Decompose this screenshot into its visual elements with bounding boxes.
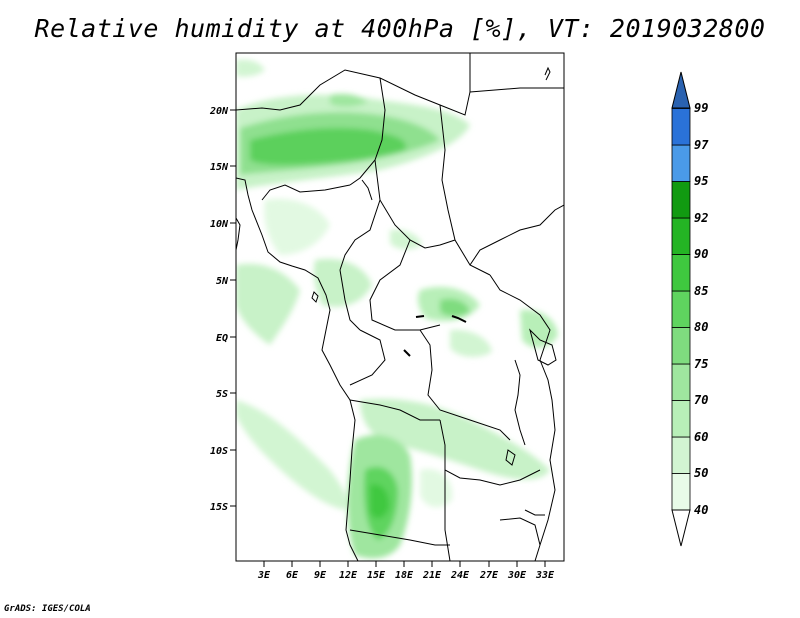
- colorbar-cell: [671, 327, 691, 365]
- grads-credit: GrADS: IGES/COLA: [4, 604, 91, 614]
- colorbar-label: 99: [694, 101, 708, 115]
- lat-label: 5N: [216, 276, 229, 287]
- colorbar-label: 92: [694, 211, 708, 225]
- lon-label: 6E: [286, 570, 299, 581]
- lon-label: 33E: [535, 570, 555, 581]
- colorbar-label: 40: [694, 503, 708, 517]
- colorbar-label: 85: [694, 284, 708, 298]
- map-title: Relative humidity at 400hPa [%], VT: 201…: [34, 14, 766, 43]
- colorbar-label: 50: [694, 466, 708, 480]
- lon-label: 18E: [395, 570, 414, 581]
- colorbar-label: 70: [694, 393, 708, 407]
- lat-label: 15N: [210, 162, 229, 173]
- colorbar-bottom-arrow: [671, 509, 691, 547]
- lat-label: 5S: [216, 389, 228, 400]
- lon-label: 27E: [479, 570, 499, 581]
- colorbar-cell: [671, 290, 691, 328]
- colorbar-cell: [671, 217, 691, 255]
- colorbar-label: 90: [694, 247, 708, 261]
- colorbar-cell: [671, 254, 691, 292]
- latitude-labels: 20N 15N 10N 5N EQ 5S 10S 15S: [209, 106, 229, 513]
- lon-label: 21E: [422, 570, 442, 581]
- lon-label: 12E: [339, 570, 358, 581]
- tick-marks: [230, 109, 546, 567]
- colorbar-cell: [671, 473, 691, 511]
- lat-label: 20N: [209, 106, 229, 117]
- colorbar: 40 50 60 70 75 80 85 90 92 95 97 99: [671, 71, 709, 547]
- lat-label: 10N: [210, 219, 229, 230]
- lon-label: 24E: [450, 570, 470, 581]
- colorbar-cell: [671, 108, 691, 146]
- lat-label: 15S: [210, 502, 228, 513]
- plot-frame: [235, 52, 565, 562]
- colorbar-label: 95: [694, 174, 708, 188]
- humidity-shading: [236, 59, 558, 559]
- longitude-labels: 3E 6E 9E 12E 15E 18E 21E 24E 27E 30E 33E: [257, 570, 555, 581]
- lon-label: 30E: [507, 570, 527, 581]
- colorbar-label: 80: [694, 320, 708, 334]
- colorbar-cell: [671, 436, 691, 474]
- colorbar-label: 97: [694, 138, 709, 152]
- colorbar-cell: [671, 363, 691, 401]
- colorbar-label: 75: [694, 357, 708, 371]
- colorbar-top-arrow: [671, 71, 691, 109]
- lon-label: 3E: [257, 570, 271, 581]
- lon-label: 15E: [367, 570, 386, 581]
- lat-label: 10S: [210, 446, 228, 457]
- colorbar-cell: [671, 181, 691, 219]
- colorbar-label: 60: [694, 430, 708, 444]
- lat-label: EQ: [216, 333, 228, 344]
- lon-label: 9E: [314, 570, 327, 581]
- country-boundaries: [236, 53, 564, 561]
- colorbar-cell: [671, 144, 691, 182]
- colorbar-cell: [671, 400, 691, 438]
